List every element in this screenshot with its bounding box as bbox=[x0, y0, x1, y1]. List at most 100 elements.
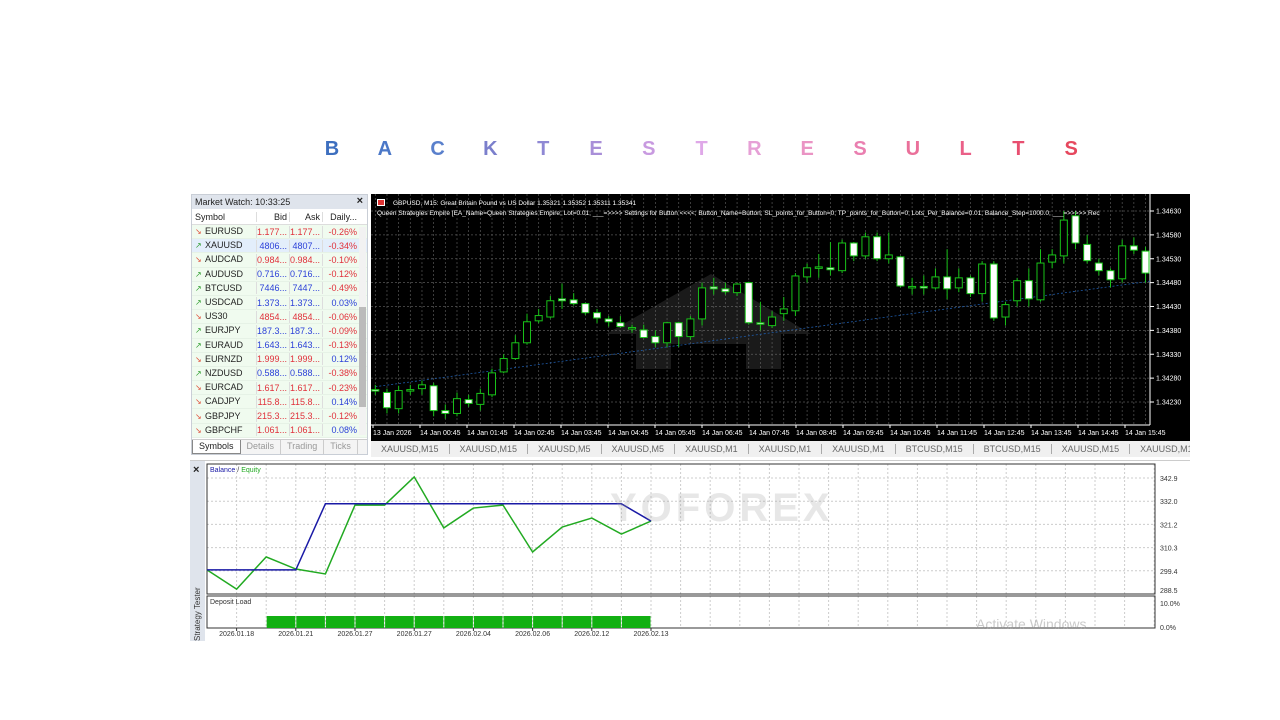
title-letter: T bbox=[695, 138, 708, 160]
tab-ticks[interactable]: Ticks bbox=[324, 440, 358, 454]
candle bbox=[861, 232, 870, 259]
close-icon[interactable]: × bbox=[356, 195, 363, 207]
candle bbox=[417, 380, 426, 395]
tab-trading[interactable]: Trading bbox=[281, 440, 325, 454]
close-icon[interactable]: × bbox=[193, 464, 199, 476]
candle bbox=[884, 232, 893, 264]
deposit-load-bar bbox=[296, 616, 325, 628]
symbol-row[interactable]: ↗ BTCUSD 7446... 7447... -0.49% bbox=[192, 281, 367, 296]
y-axis-label: 342.9 bbox=[1160, 476, 1178, 483]
candle bbox=[639, 324, 648, 339]
y-axis-label: 332.0 bbox=[1160, 499, 1178, 506]
bear-candle-body bbox=[744, 282, 753, 324]
symbol-row[interactable]: ↘ CADJPY 115.8... 115.8... 0.14% bbox=[192, 395, 367, 410]
chart-tab[interactable]: XAUUSD,M1 bbox=[675, 444, 749, 454]
daily-change-cell: -0.12% bbox=[322, 268, 359, 281]
scrollbar-thumb[interactable] bbox=[359, 307, 366, 407]
candle bbox=[476, 388, 485, 411]
time-label: 14 Jan 03:45 bbox=[561, 430, 602, 437]
arrow-down-icon: ↘ bbox=[195, 397, 202, 407]
title-letter: S bbox=[853, 138, 867, 160]
candle bbox=[698, 282, 707, 326]
symbol-row[interactable]: ↗ NZDUSD 0.588... 0.588... -0.38% bbox=[192, 366, 367, 382]
column-symbol[interactable]: Symbol bbox=[195, 211, 226, 222]
chart-tab[interactable]: XAUUSD,M5 bbox=[602, 444, 676, 454]
candle bbox=[686, 316, 695, 340]
price-chart[interactable]: 1.34630 1.34580 1.34530 1.34480 1.34430 1.343… bbox=[371, 194, 1190, 441]
candle bbox=[1094, 258, 1103, 276]
bear-candle-body bbox=[371, 389, 380, 392]
daily-change-cell: -0.06% bbox=[322, 310, 359, 323]
bull-candle-body bbox=[488, 372, 496, 396]
symbol-row[interactable]: ↗ AUDUSD 0.716... 0.716... -0.12% bbox=[192, 267, 367, 282]
tester-sidebar bbox=[190, 461, 205, 641]
time-label: 14 Jan 06:45 bbox=[702, 430, 743, 437]
tab-symbols[interactable]: Symbols bbox=[192, 440, 241, 454]
candle bbox=[1071, 211, 1080, 250]
bull-candle-body bbox=[1048, 254, 1057, 263]
column-daily-change[interactable]: Daily... bbox=[322, 211, 359, 222]
y-axis-label: 321.2 bbox=[1160, 522, 1178, 529]
activate-windows-notice: Activate Windows bbox=[976, 616, 1087, 632]
symbol-row[interactable]: ↗ EURJPY 187.3... 187.3... -0.09% bbox=[192, 324, 367, 339]
candle bbox=[429, 382, 438, 417]
column-bid[interactable]: Bid bbox=[256, 211, 289, 222]
chart-tab[interactable]: XAUUSD,M15 bbox=[1052, 444, 1131, 454]
time-label: 14 Jan 04:45 bbox=[608, 430, 649, 437]
chart-tab[interactable]: XAUUSD,M1 bbox=[749, 444, 823, 454]
symbol-row[interactable]: ↗ USDCAD 1.373... 1.373... 0.03% bbox=[192, 295, 367, 311]
daily-change-cell: -0.10% bbox=[322, 253, 359, 266]
symbol-cell: ↗ USDCAD bbox=[192, 296, 256, 309]
symbol-row[interactable]: ↗ XAUUSD 4806... 4807... -0.34% bbox=[192, 239, 367, 254]
bid-cell: 0.984... bbox=[256, 253, 288, 266]
candle bbox=[954, 268, 963, 293]
deposit-load-bar bbox=[533, 616, 562, 628]
price-label: 1.34280 bbox=[1156, 376, 1181, 383]
market-watch-header: Symbol Bid Ask Daily... bbox=[192, 209, 367, 225]
bid-cell: 0.588... bbox=[256, 367, 288, 380]
symbol-name: EURAUD bbox=[205, 339, 244, 350]
symbol-row[interactable]: ↘ EURUSD 1.177... 1.177... -0.26% bbox=[192, 225, 367, 240]
candle bbox=[1129, 237, 1138, 254]
candle bbox=[814, 253, 823, 278]
chart-tab[interactable]: BTCUSD,M15 bbox=[896, 444, 974, 454]
legend-separator: / bbox=[237, 467, 239, 474]
bear-candle-body bbox=[1083, 243, 1092, 262]
chart-tab[interactable]: BTCUSD,M15 bbox=[974, 444, 1052, 454]
bid-cell: 187.3... bbox=[256, 324, 288, 337]
price-label: 1.34630 bbox=[1156, 209, 1181, 216]
candle bbox=[1001, 301, 1010, 326]
symbol-row[interactable]: ↘ GBPJPY 215.3... 215.3... -0.12% bbox=[192, 409, 367, 424]
symbol-row[interactable]: ↗ EURAUD 1.643... 1.643... -0.13% bbox=[192, 338, 367, 353]
column-ask[interactable]: Ask bbox=[289, 211, 322, 222]
symbol-cell: ↗ EURAUD bbox=[192, 339, 256, 352]
arrow-up-icon: ↗ bbox=[195, 298, 202, 308]
bid-cell: 1.061... bbox=[256, 424, 288, 437]
symbol-row[interactable]: ↘ EURNZD 1.999... 1.999... 0.12% bbox=[192, 352, 367, 367]
chart-tab[interactable]: XAUUSD,M15 bbox=[450, 444, 529, 454]
bear-candle-body bbox=[639, 329, 648, 339]
title-letter: C bbox=[430, 138, 445, 160]
bear-candle-body bbox=[382, 391, 391, 409]
candle bbox=[1118, 239, 1127, 283]
tab-details[interactable]: Details bbox=[241, 440, 282, 454]
scrollbar[interactable] bbox=[359, 227, 366, 435]
candle bbox=[534, 308, 543, 324]
symbol-row[interactable]: ↘ EURCAD 1.617... 1.617... -0.23% bbox=[192, 381, 367, 396]
symbol-row[interactable]: ↘ GBPCHF 1.061... 1.061... 0.08% bbox=[192, 423, 367, 438]
ask-cell: 215.3... bbox=[289, 410, 321, 423]
chart-tab[interactable]: XAUUSD,M15 bbox=[371, 444, 450, 454]
candle bbox=[1141, 246, 1150, 283]
symbol-row[interactable]: ↘ US30 4854... 4854... -0.06% bbox=[192, 310, 367, 325]
market-watch-panel: Market Watch: 10:33:25 × Symbol Bid Ask … bbox=[191, 194, 368, 455]
chart-header: GBPUSD, M15: Great Britain Pound vs US D… bbox=[393, 200, 637, 207]
market-watch-title: Market Watch: 10:33:25 bbox=[195, 197, 291, 207]
bear-candle-body bbox=[558, 298, 567, 302]
chart-tab[interactable]: XAUUSD,M15 bbox=[1130, 444, 1190, 454]
chart-tab[interactable]: XAUUSD,M5 bbox=[528, 444, 602, 454]
chart-tab[interactable]: XAUUSD,M1 bbox=[822, 444, 896, 454]
symbol-row[interactable]: ↘ AUDCAD 0.984... 0.984... -0.10% bbox=[192, 253, 367, 268]
legend-equity: Equity bbox=[241, 467, 261, 474]
bull-candle-body bbox=[686, 318, 695, 338]
candle bbox=[1083, 234, 1092, 264]
